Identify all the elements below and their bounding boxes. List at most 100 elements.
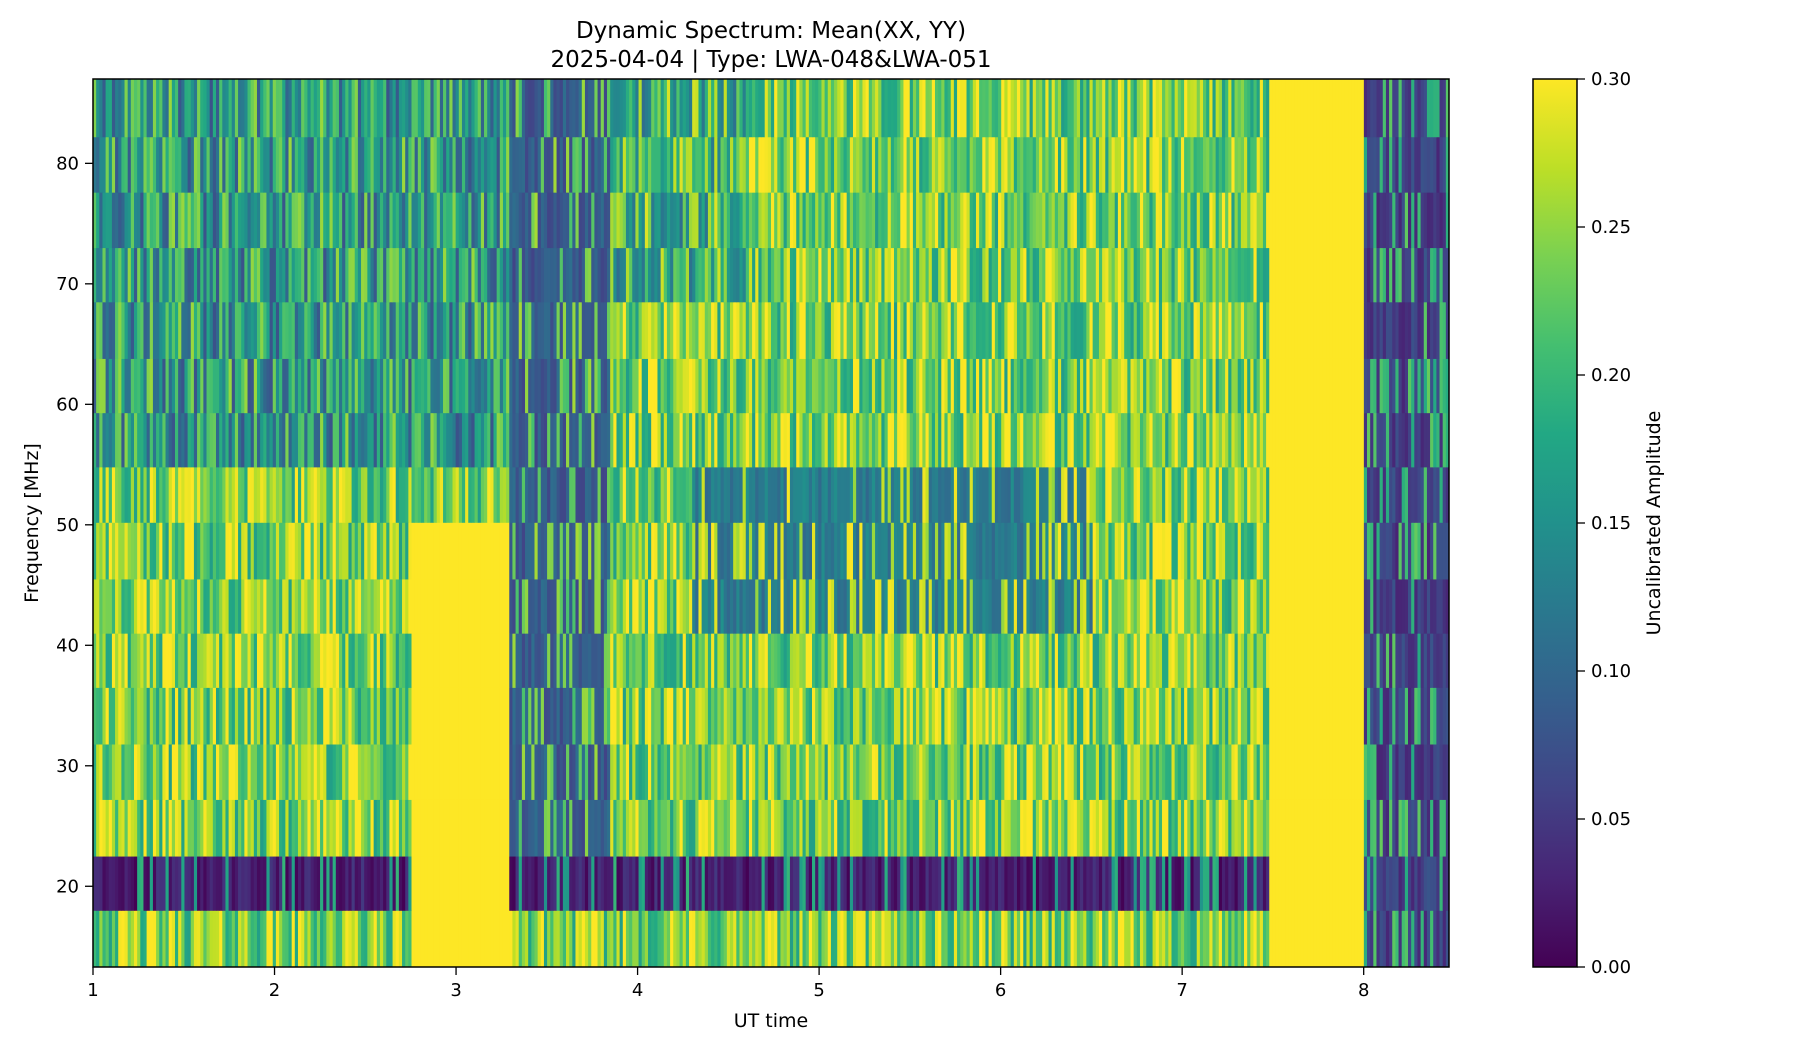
- spectrum-cell: [291, 633, 296, 688]
- spectrum-cell: [1136, 358, 1141, 414]
- spectrum-cell: [1307, 633, 1311, 688]
- spectrum-cell: [111, 466, 116, 523]
- spectrum-cell: [1184, 522, 1188, 580]
- spectrum-cell: [780, 744, 785, 800]
- spectrum-cell: [288, 358, 293, 414]
- spectrum-cell: [320, 579, 324, 634]
- spectrum-cell: [641, 910, 646, 967]
- spectrum-cell: [1076, 579, 1081, 634]
- spectrum-cell: [641, 522, 646, 580]
- spectrum-cell: [1064, 799, 1068, 857]
- spectrum-cell: [906, 358, 911, 414]
- spectrum-cell: [1303, 633, 1308, 688]
- spectrum-cell: [1029, 687, 1034, 745]
- spectrum-cell: [1117, 633, 1122, 688]
- spectrum-cell: [490, 579, 494, 634]
- spectrum-cell: [509, 910, 513, 967]
- spectrum-cell: [115, 301, 119, 359]
- spectrum-cell: [137, 687, 141, 745]
- spectrum-cell: [1209, 466, 1213, 523]
- spectrum-cell: [1095, 412, 1100, 468]
- spectrum-cell: [963, 856, 967, 911]
- spectrum-cell: [1133, 744, 1138, 800]
- spectrum-cell: [260, 687, 264, 745]
- spectrum-cell: [449, 633, 453, 688]
- spectrum-cell: [925, 358, 930, 414]
- spectrum-cell: [591, 358, 595, 414]
- spectrum-cell: [1016, 579, 1021, 634]
- spectrum-cell: [786, 687, 791, 745]
- spectrum-cell: [900, 358, 904, 414]
- spectrum-cell: [846, 687, 851, 745]
- spectrum-cell: [1171, 358, 1176, 414]
- spectrum-cell: [704, 687, 709, 745]
- spectrum-cell: [906, 466, 911, 523]
- spectrum-cell: [733, 301, 737, 359]
- spectrum-cell: [1184, 358, 1188, 414]
- spectrum-cell: [468, 412, 472, 468]
- spectrum-cell: [1285, 633, 1289, 688]
- spectrum-cell: [613, 856, 617, 911]
- spectrum-cell: [200, 687, 204, 745]
- spectrum-cell: [310, 358, 315, 414]
- spectrum-cell: [351, 799, 356, 857]
- spectrum-cell: [969, 744, 974, 800]
- spectrum-cell: [755, 579, 759, 634]
- spectrum-cell: [111, 412, 116, 468]
- spectrum-cell: [1423, 579, 1428, 634]
- spectrum-cell: [1206, 687, 1210, 745]
- spectrum-cell: [1326, 856, 1330, 911]
- spectrum-cell: [190, 358, 195, 414]
- spectrum-cell: [528, 799, 532, 857]
- spectrum-cell: [714, 910, 718, 967]
- spectrum-cell: [1294, 633, 1299, 688]
- spectrum-cell: [1158, 466, 1163, 523]
- spectrum-cell: [1067, 633, 1071, 688]
- spectrum-cell: [297, 301, 302, 359]
- spectrum-cell: [127, 358, 132, 414]
- spectrum-cell: [654, 687, 658, 745]
- spectrum-cell: [689, 799, 693, 857]
- spectrum-cell: [490, 910, 494, 967]
- spectrum-cell: [900, 633, 904, 688]
- spectrum-cell: [1281, 744, 1286, 800]
- spectrum-cell: [260, 466, 264, 523]
- spectrum-cell: [953, 799, 958, 857]
- spectrum-cell: [578, 522, 583, 580]
- spectrum-cell: [389, 522, 393, 580]
- spectrum-cell: [1338, 579, 1343, 634]
- spectrum-cell: [1061, 856, 1065, 911]
- spectrum-cell: [692, 579, 696, 634]
- spectrum-cell: [720, 799, 725, 857]
- spectrum-cell: [878, 522, 882, 580]
- spectrum-cell: [761, 910, 766, 967]
- spectrum-cell: [670, 633, 674, 688]
- spectrum-cell: [282, 799, 286, 857]
- spectrum-cell: [310, 301, 315, 359]
- spectrum-cell: [629, 799, 633, 857]
- spectrum-cell: [1228, 522, 1232, 580]
- spectrum-cell: [906, 856, 911, 911]
- spectrum-cell: [827, 633, 832, 688]
- spectrum-cell: [559, 358, 564, 414]
- spectrum-cell: [906, 910, 911, 967]
- spectrum-cell: [1382, 687, 1387, 745]
- spectrum-cell: [752, 522, 756, 580]
- spectrum-cell: [1439, 358, 1444, 414]
- spectrum-cell: [1445, 856, 1449, 911]
- spectrum-cell: [241, 466, 245, 523]
- spectrum-cell: [540, 744, 545, 800]
- spectrum-cell: [884, 579, 889, 634]
- spectrum-cell: [979, 687, 983, 745]
- spectrum-cell: [518, 358, 523, 414]
- spectrum-cell: [1187, 687, 1191, 745]
- spectrum-cell: [288, 687, 293, 745]
- spectrum-cell: [499, 799, 504, 857]
- spectrum-cell: [748, 799, 753, 857]
- spectrum-cell: [1080, 687, 1084, 745]
- spectrum-cell: [610, 744, 614, 800]
- spectrum-cell: [190, 522, 195, 580]
- spectrum-cell: [597, 744, 602, 800]
- spectrum-cell: [685, 466, 690, 523]
- spectrum-cell: [736, 301, 740, 359]
